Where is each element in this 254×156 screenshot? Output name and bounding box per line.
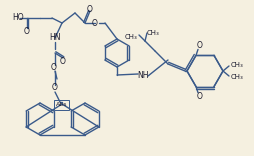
Text: O: O — [60, 56, 66, 66]
Text: CH₃: CH₃ — [124, 34, 136, 40]
FancyBboxPatch shape — [54, 100, 69, 110]
Text: NH: NH — [137, 71, 148, 80]
Text: CH₃: CH₃ — [146, 30, 159, 36]
Text: O: O — [24, 27, 30, 37]
Text: Abs: Abs — [56, 102, 68, 107]
Text: HO: HO — [12, 14, 24, 22]
Text: O: O — [52, 83, 58, 93]
Text: O: O — [87, 5, 92, 14]
Text: O: O — [51, 63, 57, 71]
Text: CH₃: CH₃ — [230, 62, 243, 68]
Text: O: O — [196, 41, 202, 50]
Text: HN: HN — [49, 34, 60, 42]
Text: CH₃: CH₃ — [230, 74, 243, 80]
Text: O: O — [196, 92, 202, 101]
Text: O: O — [92, 19, 98, 27]
